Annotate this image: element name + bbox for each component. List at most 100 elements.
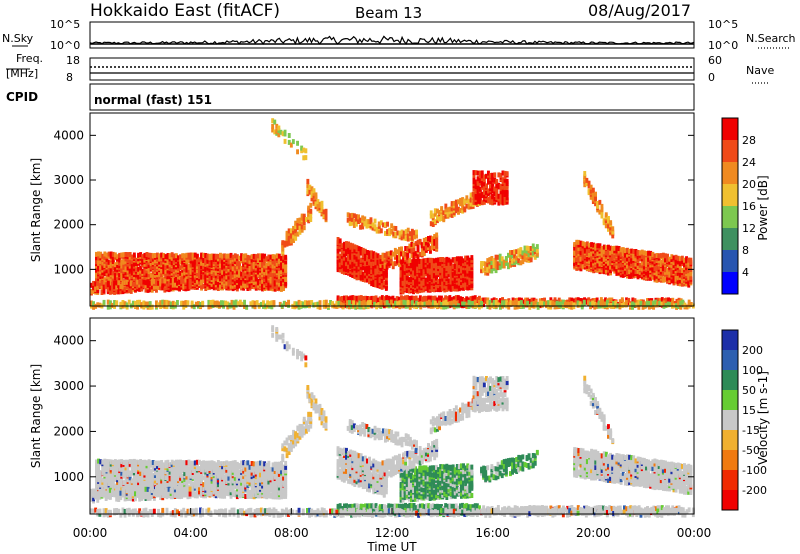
scatter-cell (368, 278, 371, 284)
scatter-cell (484, 270, 488, 276)
scatter-cell (607, 223, 610, 229)
scatter-cell (180, 300, 184, 306)
scatter-cell (176, 300, 179, 305)
scatter-cell (410, 300, 414, 306)
scatter-cell (244, 253, 248, 259)
scatter-cell (322, 209, 326, 215)
scatter-cell (155, 278, 158, 284)
scatter-cell (355, 245, 359, 251)
scatter-cell (649, 250, 653, 256)
scatter-cell (375, 226, 379, 232)
scatter-cell (277, 125, 281, 131)
scatter-cell (609, 254, 612, 260)
scatter-cell (193, 252, 197, 258)
scatter-cell (245, 304, 249, 310)
scatter-cell (170, 266, 174, 272)
scatter-cell (609, 245, 612, 251)
scatter-cell (202, 258, 206, 263)
scatter-cell (281, 249, 285, 255)
scatter-cell (452, 200, 456, 206)
scatter-cell (495, 183, 499, 189)
scatter-cell (530, 297, 534, 303)
scatter-cell (507, 298, 511, 304)
scatter-cell (685, 281, 688, 287)
scatter-cell (180, 276, 184, 282)
scatter-cell (298, 229, 302, 235)
scatter-cell (680, 274, 684, 280)
scatter-cell (511, 250, 514, 255)
scatter-cell (252, 260, 256, 266)
scatter-cell (159, 281, 163, 287)
scatter-cell (435, 284, 438, 290)
scatter-cell (109, 266, 113, 272)
scatter-cell (267, 273, 271, 279)
scatter-cell (496, 299, 500, 305)
scatter-cell (489, 195, 492, 201)
scatter-cell (342, 241, 346, 247)
scatter-cell (454, 208, 458, 214)
scatter-cell (449, 259, 453, 265)
scatter-cell (381, 264, 385, 269)
scatter-cell (655, 265, 659, 271)
scatter-cell (191, 252, 195, 258)
scatter-cell (167, 300, 171, 306)
scatter-cell (500, 256, 504, 262)
scatter-cell (105, 259, 109, 265)
scatter-cell (240, 255, 243, 261)
scatter-cell (680, 281, 684, 287)
scatter-cell (275, 282, 279, 288)
scatter-cell (413, 230, 416, 236)
scatter-cell (128, 252, 132, 257)
scatter-cell (402, 233, 406, 239)
scatter-cell (414, 269, 417, 275)
scatter-cell (98, 302, 102, 308)
scatter-cell (636, 260, 640, 266)
scatter-cell (153, 265, 157, 271)
scatter-cell (149, 252, 153, 258)
scatter-cell (385, 300, 389, 306)
scatter-cell (416, 297, 420, 303)
scatter-cell (269, 275, 273, 280)
scatter-cell (363, 273, 367, 279)
scatter-cell (420, 249, 424, 255)
scatter-cell (592, 242, 596, 248)
scatter-cell (340, 296, 344, 301)
scatter-cell (454, 298, 458, 303)
scatter-cell (297, 299, 301, 305)
scatter-cell (594, 255, 598, 261)
scatter-cell (470, 257, 474, 263)
scatter-cell (460, 267, 463, 273)
scatter-cell (482, 267, 486, 273)
scatter-cell (289, 231, 293, 237)
scatter-cell (150, 278, 154, 284)
scatter-cell (238, 283, 241, 289)
scatter-cell (401, 272, 405, 278)
scatter-cell (406, 295, 410, 301)
scatter-cell (573, 242, 577, 247)
scatter-cell (378, 277, 382, 283)
scatter-cell (142, 279, 146, 285)
scatter-cell (265, 263, 269, 268)
scatter-cell (623, 258, 627, 263)
scatter-cell (194, 301, 198, 307)
scatter-cell (501, 191, 505, 197)
scatter-cell (426, 257, 430, 263)
scatter-cell (455, 265, 459, 271)
scatter-cell (363, 263, 367, 269)
scatter-cell (143, 261, 147, 267)
scatter-cell (428, 257, 432, 263)
scatter-cell (166, 271, 170, 277)
scatter-cell (414, 274, 417, 280)
scatter-cell (493, 189, 497, 195)
scatter-cell (435, 239, 439, 245)
scatter-cell (113, 252, 117, 258)
scatter-cell (157, 280, 160, 286)
scatter-cell (420, 242, 424, 248)
scatter-cell (429, 245, 432, 251)
scatter-cell (261, 253, 264, 259)
scatter-cell (223, 282, 227, 288)
scatter-cell (285, 240, 289, 246)
scatter-cell (372, 295, 376, 301)
scatter-cell (216, 273, 220, 278)
scatter-cell (111, 287, 114, 293)
